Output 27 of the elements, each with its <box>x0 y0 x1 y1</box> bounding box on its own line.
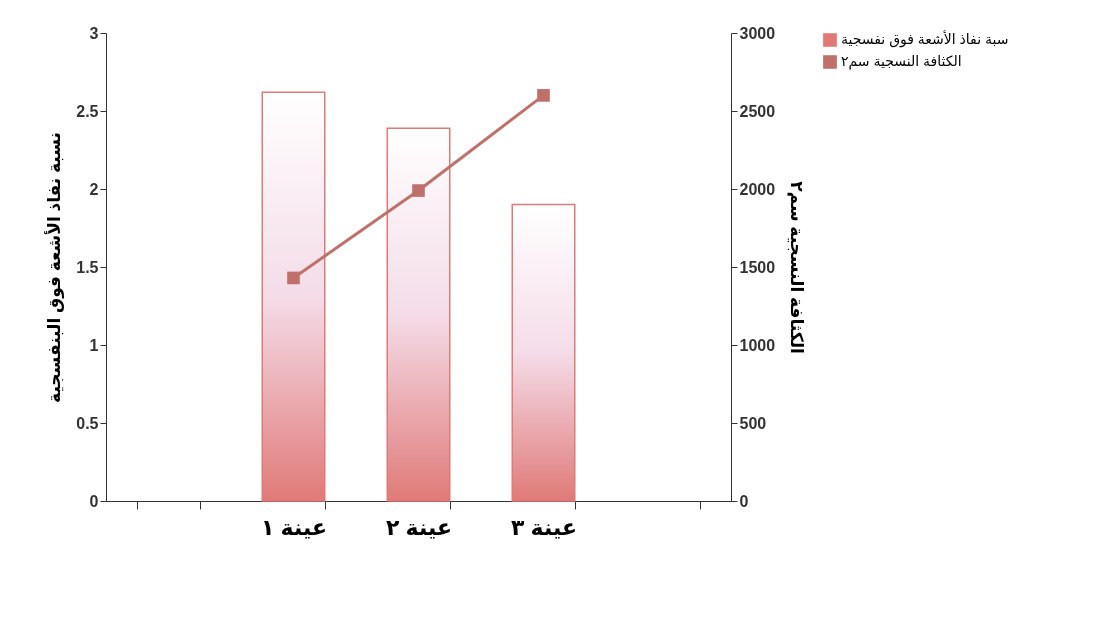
y-tick-label: 1 <box>89 336 99 354</box>
y2-tick-label: 1500 <box>739 258 776 276</box>
y-tick-label: 3 <box>89 24 99 42</box>
y2-tick-label: 2500 <box>739 102 776 120</box>
bar <box>386 127 451 502</box>
y-tick-label: 0 <box>89 492 99 510</box>
point <box>412 184 425 197</box>
bar <box>261 91 326 502</box>
legend-label: الكثافة النسجية سم٢ <box>841 53 962 70</box>
legend-label: سبة نفاذ الأشعة فوق نفسجية <box>841 30 1009 48</box>
y-axis-title: نسبة نفاذ الأشعة فوق البنفسجية <box>44 132 66 403</box>
x-tick-label: عينة ١ <box>261 514 327 540</box>
x-tick-label: عينة ٢ <box>386 514 452 540</box>
y2-tick-label: 500 <box>739 414 767 432</box>
y2-tick-label: 3000 <box>739 24 776 42</box>
point <box>537 89 550 102</box>
y-tick-label: 0.5 <box>76 414 99 432</box>
y-tick-label: 2.5 <box>76 102 99 120</box>
x-tick-label: عينة ٣ <box>511 514 577 540</box>
y-tick-label: 1.5 <box>76 258 99 276</box>
y2-tick-label: 0 <box>739 492 749 510</box>
y-tick-label: 2 <box>89 180 99 198</box>
bar <box>511 203 576 502</box>
y2-tick-label: 1000 <box>739 336 776 354</box>
y2-axis-title: الكثافة النسجية سم٢ <box>787 181 807 354</box>
y2-tick-label: 2000 <box>739 180 776 198</box>
point <box>287 271 300 285</box>
